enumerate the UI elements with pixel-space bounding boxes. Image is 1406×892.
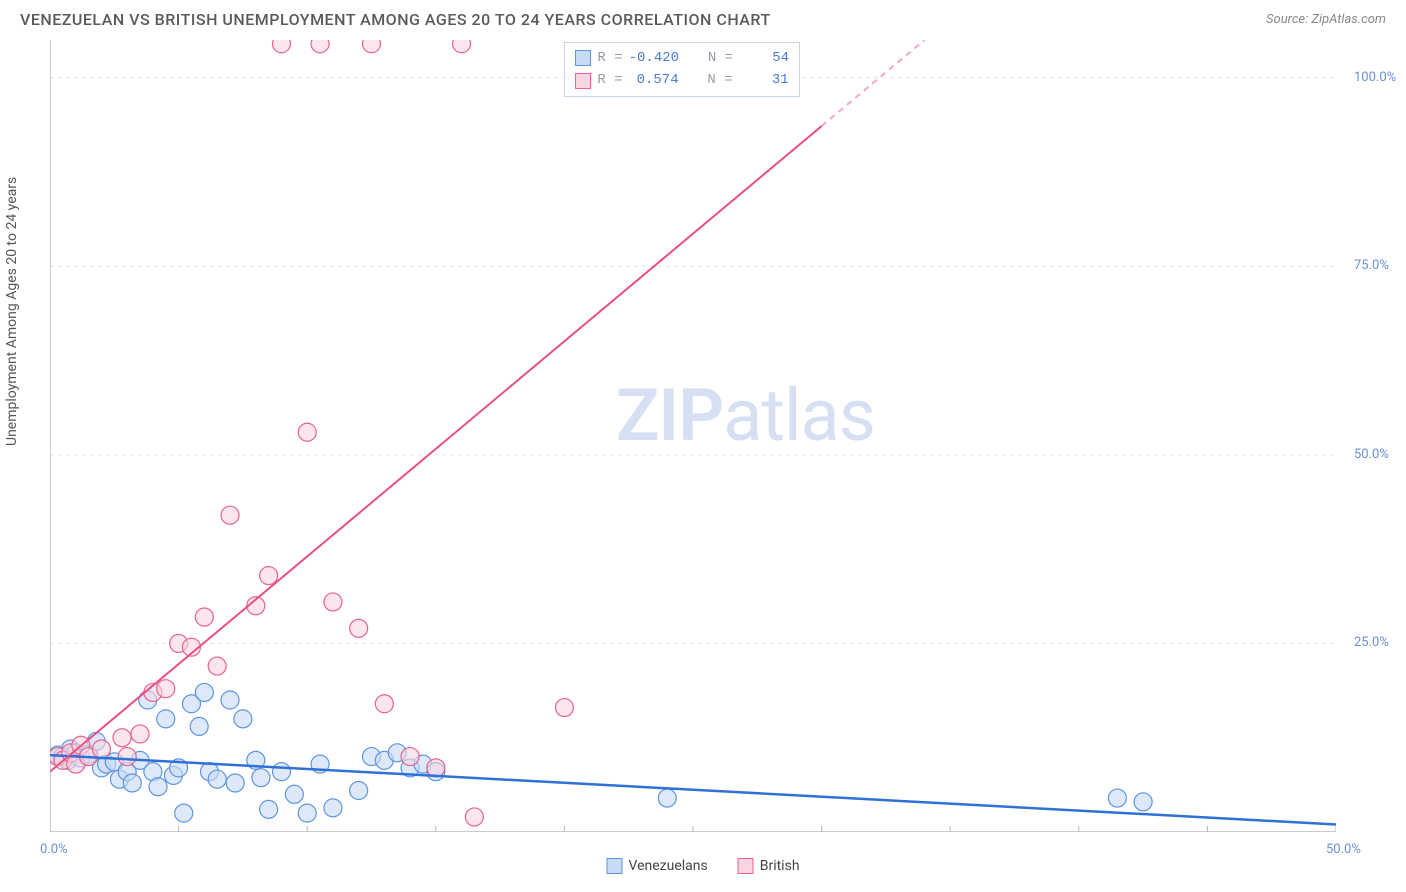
data-point — [375, 695, 393, 713]
correlation-stats-box: R =-0.420 N =54 R =0.574 N =31 — [564, 42, 800, 97]
series-swatch — [575, 73, 591, 89]
data-point — [1108, 789, 1126, 807]
data-point — [195, 683, 213, 701]
legend-swatch — [738, 858, 754, 874]
data-point — [350, 619, 368, 637]
stats-row: R =-0.420 N =54 — [575, 47, 789, 69]
data-point — [208, 770, 226, 788]
data-point — [190, 717, 208, 735]
data-point — [157, 710, 175, 728]
data-point — [465, 808, 483, 826]
data-point — [298, 423, 316, 441]
data-point — [453, 40, 471, 53]
y-tick-label: 100.0% — [1354, 70, 1396, 85]
y-tick-label: 25.0% — [1354, 635, 1389, 650]
data-point — [252, 769, 270, 787]
y-tick-label: 50.0% — [1354, 447, 1389, 462]
legend-swatch — [606, 858, 622, 874]
scatter-plot-svg — [50, 40, 1336, 832]
data-point — [260, 800, 278, 818]
y-tick-label: 75.0% — [1354, 258, 1389, 273]
data-point — [221, 691, 239, 709]
data-point — [157, 680, 175, 698]
data-point — [123, 774, 141, 792]
data-point — [324, 799, 342, 817]
legend-item: British — [738, 858, 800, 874]
chart-title: VENEZUELAN VS BRITISH UNEMPLOYMENT AMONG… — [20, 10, 771, 29]
data-point — [298, 804, 316, 822]
chart-area: ZIPatlas R =-0.420 N =54 R =0.574 N =31 — [50, 40, 1336, 832]
data-point — [221, 506, 239, 524]
data-point — [226, 774, 244, 792]
data-point — [113, 729, 131, 747]
data-point — [363, 40, 381, 53]
data-point — [658, 789, 676, 807]
legend-item: Venezuelans — [606, 858, 707, 874]
data-point — [324, 593, 342, 611]
data-point — [175, 804, 193, 822]
data-point — [272, 763, 290, 781]
data-point — [234, 710, 252, 728]
data-point — [118, 748, 136, 766]
stats-row: R =0.574 N =31 — [575, 69, 789, 91]
data-point — [208, 657, 226, 675]
legend: Venezuelans British — [606, 858, 799, 874]
source-attribution: Source: ZipAtlas.com — [1266, 12, 1386, 27]
data-point — [260, 567, 278, 585]
data-point — [92, 740, 110, 758]
data-point — [401, 748, 419, 766]
data-point — [1134, 793, 1152, 811]
x-tick-label: 50.0% — [1326, 842, 1361, 857]
data-point — [195, 608, 213, 626]
data-point — [272, 40, 290, 53]
data-point — [131, 725, 149, 743]
data-point — [555, 699, 573, 717]
series-swatch — [575, 50, 591, 66]
data-point — [285, 785, 303, 803]
data-point — [311, 40, 329, 53]
y-axis-label: Unemployment Among Ages 20 to 24 years — [4, 177, 20, 446]
x-tick-label: 0.0% — [40, 842, 68, 857]
data-point — [350, 782, 368, 800]
data-point — [149, 778, 167, 796]
data-point — [427, 759, 445, 777]
